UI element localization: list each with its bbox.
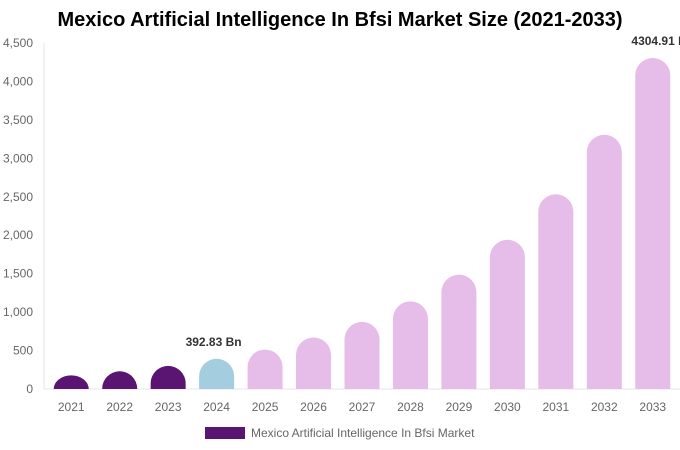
x-tick-label: 2028 <box>397 400 424 414</box>
x-tick-label: 2023 <box>155 400 182 414</box>
y-tick-label: 1,000 <box>3 305 33 319</box>
x-tick-label: 2033 <box>639 400 666 414</box>
bar-2030[interactable] <box>489 239 525 389</box>
data-label: 4304.91 Bn <box>631 34 680 48</box>
y-tick-label: 3,500 <box>3 113 33 127</box>
bar-2027[interactable] <box>344 321 380 389</box>
y-tick-label: 4,000 <box>3 74 33 88</box>
x-tick-label: 2022 <box>106 400 133 414</box>
bar-2033[interactable] <box>635 58 671 390</box>
y-tick-label: 500 <box>13 344 33 358</box>
data-label: 392.83 Bn <box>186 335 242 349</box>
x-tick-label: 2025 <box>252 400 279 414</box>
chart-title: Mexico Artificial Intelligence In Bfsi M… <box>57 9 623 31</box>
bar-2031[interactable] <box>538 194 574 389</box>
x-tick-label: 2032 <box>591 400 618 414</box>
y-tick-label: 2,500 <box>3 190 33 204</box>
y-tick-label: 0 <box>26 382 33 396</box>
bar-chart: 0 500 1,000 1,500 2,000 2,500 3,000 3,500 4,000 4… <box>3 34 680 414</box>
bar-2028[interactable] <box>392 301 428 389</box>
x-tick-label: 2030 <box>494 400 521 414</box>
x-tick-label: 2029 <box>446 400 473 414</box>
bar-2021[interactable] <box>53 375 89 389</box>
bar-2022[interactable] <box>102 371 138 389</box>
x-tick-label: 2026 <box>300 400 327 414</box>
x-tick-label: 2021 <box>58 400 85 414</box>
bar-2032[interactable] <box>586 134 622 389</box>
legend-label: Mexico Artificial Intelligence In Bfsi M… <box>251 426 475 440</box>
bar-2023[interactable] <box>150 365 186 389</box>
y-tick-label: 3,000 <box>3 151 33 165</box>
y-tick-label: 4,500 <box>3 36 33 50</box>
legend-swatch <box>205 427 245 439</box>
bar-2029[interactable] <box>441 274 477 389</box>
bar-2024[interactable] <box>199 358 235 389</box>
x-tick-label: 2031 <box>542 400 569 414</box>
x-tick-label: 2027 <box>349 400 376 414</box>
x-tick-label: 2024 <box>203 400 230 414</box>
y-tick-label: 1,500 <box>3 267 33 281</box>
legend[interactable]: Mexico Artificial Intelligence In Bfsi M… <box>205 426 474 440</box>
bar-2025[interactable] <box>247 349 283 389</box>
y-tick-label: 2,000 <box>3 228 33 242</box>
bar-2026[interactable] <box>296 337 332 389</box>
